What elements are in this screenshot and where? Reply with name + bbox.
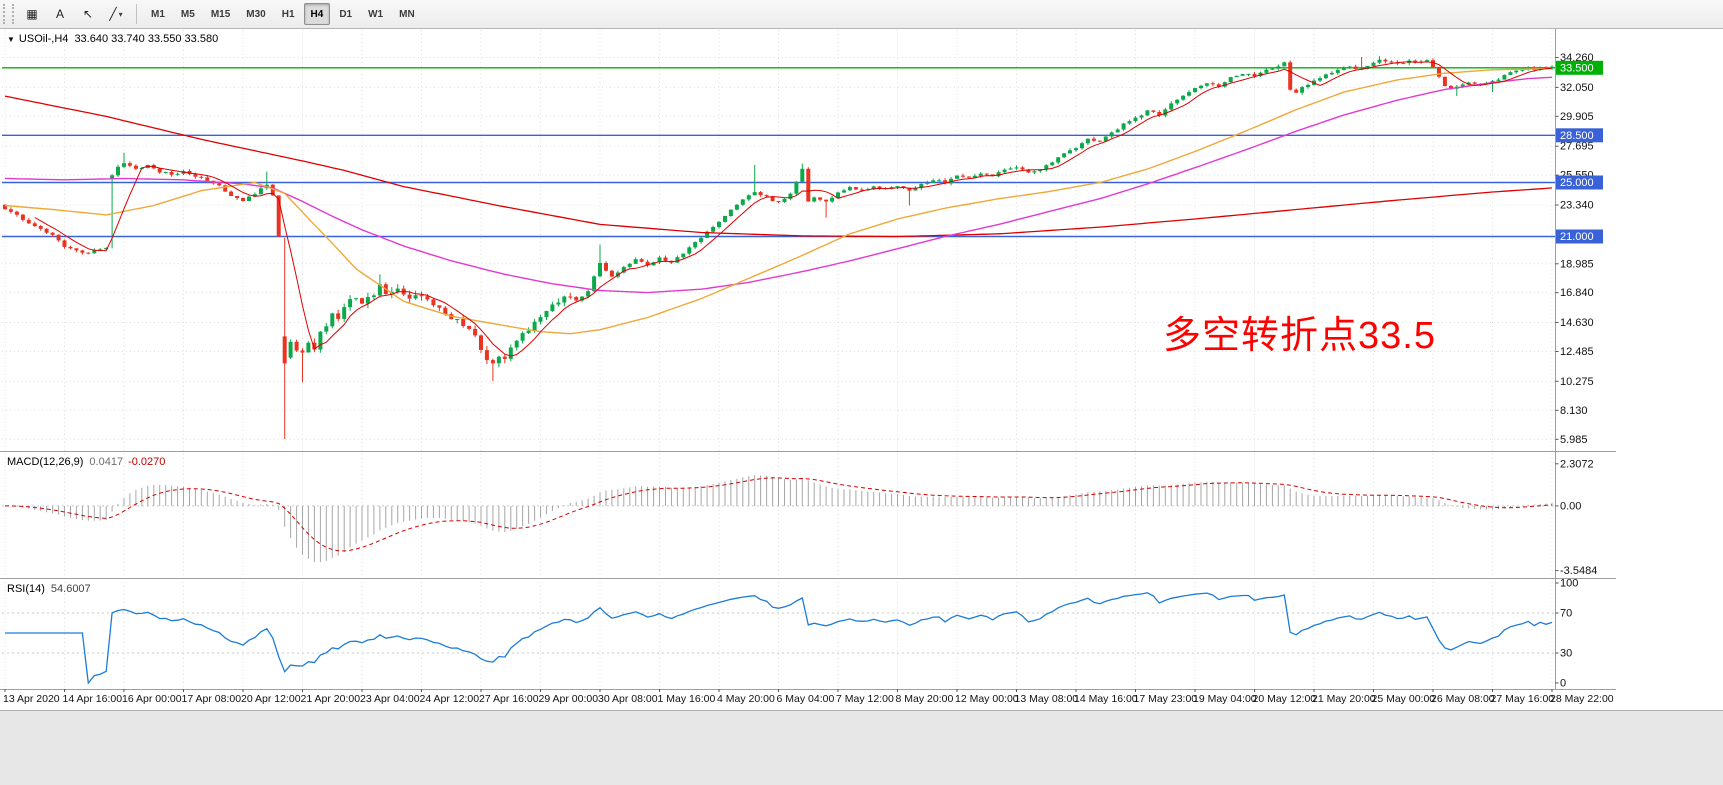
- svg-text:21.000: 21.000: [1560, 231, 1594, 243]
- svg-text:16 Apr 00:00: 16 Apr 00:00: [122, 693, 182, 705]
- chart-ohlc-values: 33.640 33.740 33.550 33.580: [74, 33, 219, 45]
- rsi-name: RSI(14): [7, 583, 45, 595]
- svg-text:25 May 00:00: 25 May 00:00: [1372, 693, 1436, 705]
- candles: [3, 56, 1554, 439]
- timeframe-m30-button[interactable]: M30: [246, 8, 266, 20]
- timeframe-h1-button[interactable]: H1: [281, 8, 295, 20]
- svg-text:19 May 04:00: 19 May 04:00: [1193, 693, 1257, 705]
- macd-indicator: [2, 475, 1555, 563]
- time-axis[interactable]: [0, 689, 1616, 709]
- svg-text:5.985: 5.985: [1560, 434, 1588, 446]
- svg-text:33.500: 33.500: [1560, 62, 1594, 74]
- svg-text:26 May 08:00: 26 May 08:00: [1431, 693, 1495, 705]
- svg-text:70: 70: [1560, 608, 1572, 620]
- svg-text:6 May 04:00: 6 May 04:00: [777, 693, 835, 705]
- svg-text:28 May 22:00: 28 May 22:00: [1550, 693, 1614, 705]
- svg-text:25.000: 25.000: [1560, 177, 1594, 189]
- timeframe-d1-button[interactable]: D1: [339, 8, 353, 20]
- panel-separator-macd[interactable]: [0, 448, 1616, 455]
- svg-text:2.3072: 2.3072: [1560, 458, 1594, 470]
- price-axis-labels: 34.26032.05029.90527.69525.55023.34018.9…: [1555, 52, 1603, 446]
- svg-text:-3.5484: -3.5484: [1560, 565, 1597, 577]
- svg-text:18.985: 18.985: [1560, 258, 1594, 270]
- svg-text:21 Apr 20:00: 21 Apr 20:00: [301, 693, 361, 705]
- timeframe-h4-button[interactable]: H4: [303, 3, 331, 25]
- svg-text:21 May 20:00: 21 May 20:00: [1312, 693, 1376, 705]
- toolbar-separator: [136, 4, 137, 24]
- cursor-tool-button[interactable]: ↖: [82, 7, 94, 21]
- macd-label: MACD(12,26,9) 0.0417 -0.0270: [7, 456, 165, 468]
- svg-text:24 Apr 12:00: 24 Apr 12:00: [420, 693, 480, 705]
- panel-separator-rsi[interactable]: [0, 575, 1616, 582]
- rsi-axis-labels: 100 70 30 0: [1555, 578, 1578, 690]
- draw-tools-button[interactable]: ╱ ▾: [109, 7, 123, 21]
- svg-text:7 May 12:00: 7 May 12:00: [836, 693, 894, 705]
- svg-text:14.630: 14.630: [1560, 317, 1594, 329]
- timeframe-toolbar: M1 M5 M15 M30 H1 H4 D1 W1 MN: [143, 3, 423, 25]
- moving-averages: [4, 61, 1553, 357]
- svg-text:13 May 08:00: 13 May 08:00: [1015, 693, 1079, 705]
- timeframe-m1-button[interactable]: M1: [151, 8, 165, 20]
- svg-text:12 May 00:00: 12 May 00:00: [955, 693, 1019, 705]
- svg-text:8.130: 8.130: [1560, 405, 1588, 417]
- svg-text:14 May 16:00: 14 May 16:00: [1074, 693, 1138, 705]
- svg-text:23 Apr 04:00: 23 Apr 04:00: [360, 693, 420, 705]
- toolbar: ▦ A ↖ ╱ ▾ M1 M5 M15 M30 H1 H4 D1 W1 MN: [0, 0, 1723, 28]
- timeframe-w1-button[interactable]: W1: [368, 8, 384, 20]
- status-bar-area: [0, 710, 1723, 785]
- rsi-indicator: [2, 592, 1555, 685]
- svg-text:8 May 20:00: 8 May 20:00: [896, 693, 954, 705]
- svg-text:29 Apr 00:00: 29 Apr 00:00: [539, 693, 599, 705]
- svg-text:27 May 16:00: 27 May 16:00: [1491, 693, 1555, 705]
- timeframe-m5-button[interactable]: M5: [180, 8, 195, 20]
- toolbar-grip[interactable]: [3, 4, 14, 24]
- timeframe-mn-button[interactable]: MN: [399, 8, 415, 20]
- macd-axis-labels: 2.3072 0.00 -3.5484: [1555, 458, 1597, 577]
- svg-text:16.840: 16.840: [1560, 287, 1594, 299]
- text-tool-button[interactable]: A: [55, 7, 64, 21]
- chart-annotation-text[interactable]: 多空转折点33.5: [1163, 315, 1436, 357]
- rsi-value: 54.6007: [50, 583, 91, 595]
- svg-text:0.00: 0.00: [1560, 500, 1581, 512]
- svg-text:14 Apr 16:00: 14 Apr 16:00: [63, 693, 123, 705]
- svg-text:32.050: 32.050: [1560, 82, 1594, 94]
- svg-text:12.485: 12.485: [1560, 346, 1594, 358]
- panel-separators: [0, 28, 1723, 690]
- svg-text:20 May 12:00: 20 May 12:00: [1253, 693, 1317, 705]
- tool-buttons: ▦ A ↖ ╱ ▾: [18, 2, 130, 26]
- rsi-label: RSI(14) 54.6007: [7, 583, 91, 595]
- macd-signal-value: -0.0270: [128, 456, 166, 468]
- svg-text:1 May 16:00: 1 May 16:00: [658, 693, 716, 705]
- svg-text:0: 0: [1560, 678, 1566, 690]
- time-axis-labels: 13 Apr 2020 14 Apr 16:00 16 Apr 00:00 17 Ap…: [3, 689, 1614, 705]
- svg-text:30 Apr 08:00: 30 Apr 08:00: [598, 693, 658, 705]
- timeframe-m15-button[interactable]: M15: [210, 8, 231, 20]
- chart-collapse-arrow-icon[interactable]: ▼: [7, 35, 15, 44]
- svg-text:17 Apr 08:00: 17 Apr 08:00: [182, 693, 242, 705]
- svg-text:100: 100: [1560, 578, 1578, 590]
- svg-text:30: 30: [1560, 648, 1572, 660]
- svg-text:29.905: 29.905: [1560, 111, 1594, 123]
- svg-text:10.275: 10.275: [1560, 376, 1594, 388]
- chart-title: ▼ USOil-,H4 33.640 33.740 33.550 33.580: [7, 33, 218, 45]
- grid: [2, 30, 1555, 688]
- svg-text:27 Apr 16:00: 27 Apr 16:00: [479, 693, 539, 705]
- macd-main-value: 0.0417: [89, 456, 124, 468]
- svg-text:17 May 23:00: 17 May 23:00: [1134, 693, 1198, 705]
- chart-symbol-period: USOil-,H4: [18, 33, 69, 45]
- horizontal-level-lines: [2, 67, 1555, 238]
- svg-text:27.695: 27.695: [1560, 141, 1594, 153]
- svg-text:4 May 20:00: 4 May 20:00: [717, 693, 775, 705]
- chevron-down-icon: ▾: [118, 9, 123, 19]
- macd-name: MACD(12,26,9): [7, 456, 84, 468]
- svg-text:23.340: 23.340: [1560, 200, 1594, 212]
- price-axis[interactable]: [1556, 28, 1618, 689]
- svg-text:13 Apr 2020: 13 Apr 2020: [3, 693, 60, 705]
- svg-text:20 Apr 12:00: 20 Apr 12:00: [241, 693, 301, 705]
- chart-grid-button[interactable]: ▦: [26, 7, 38, 21]
- svg-text:28.500: 28.500: [1560, 130, 1594, 142]
